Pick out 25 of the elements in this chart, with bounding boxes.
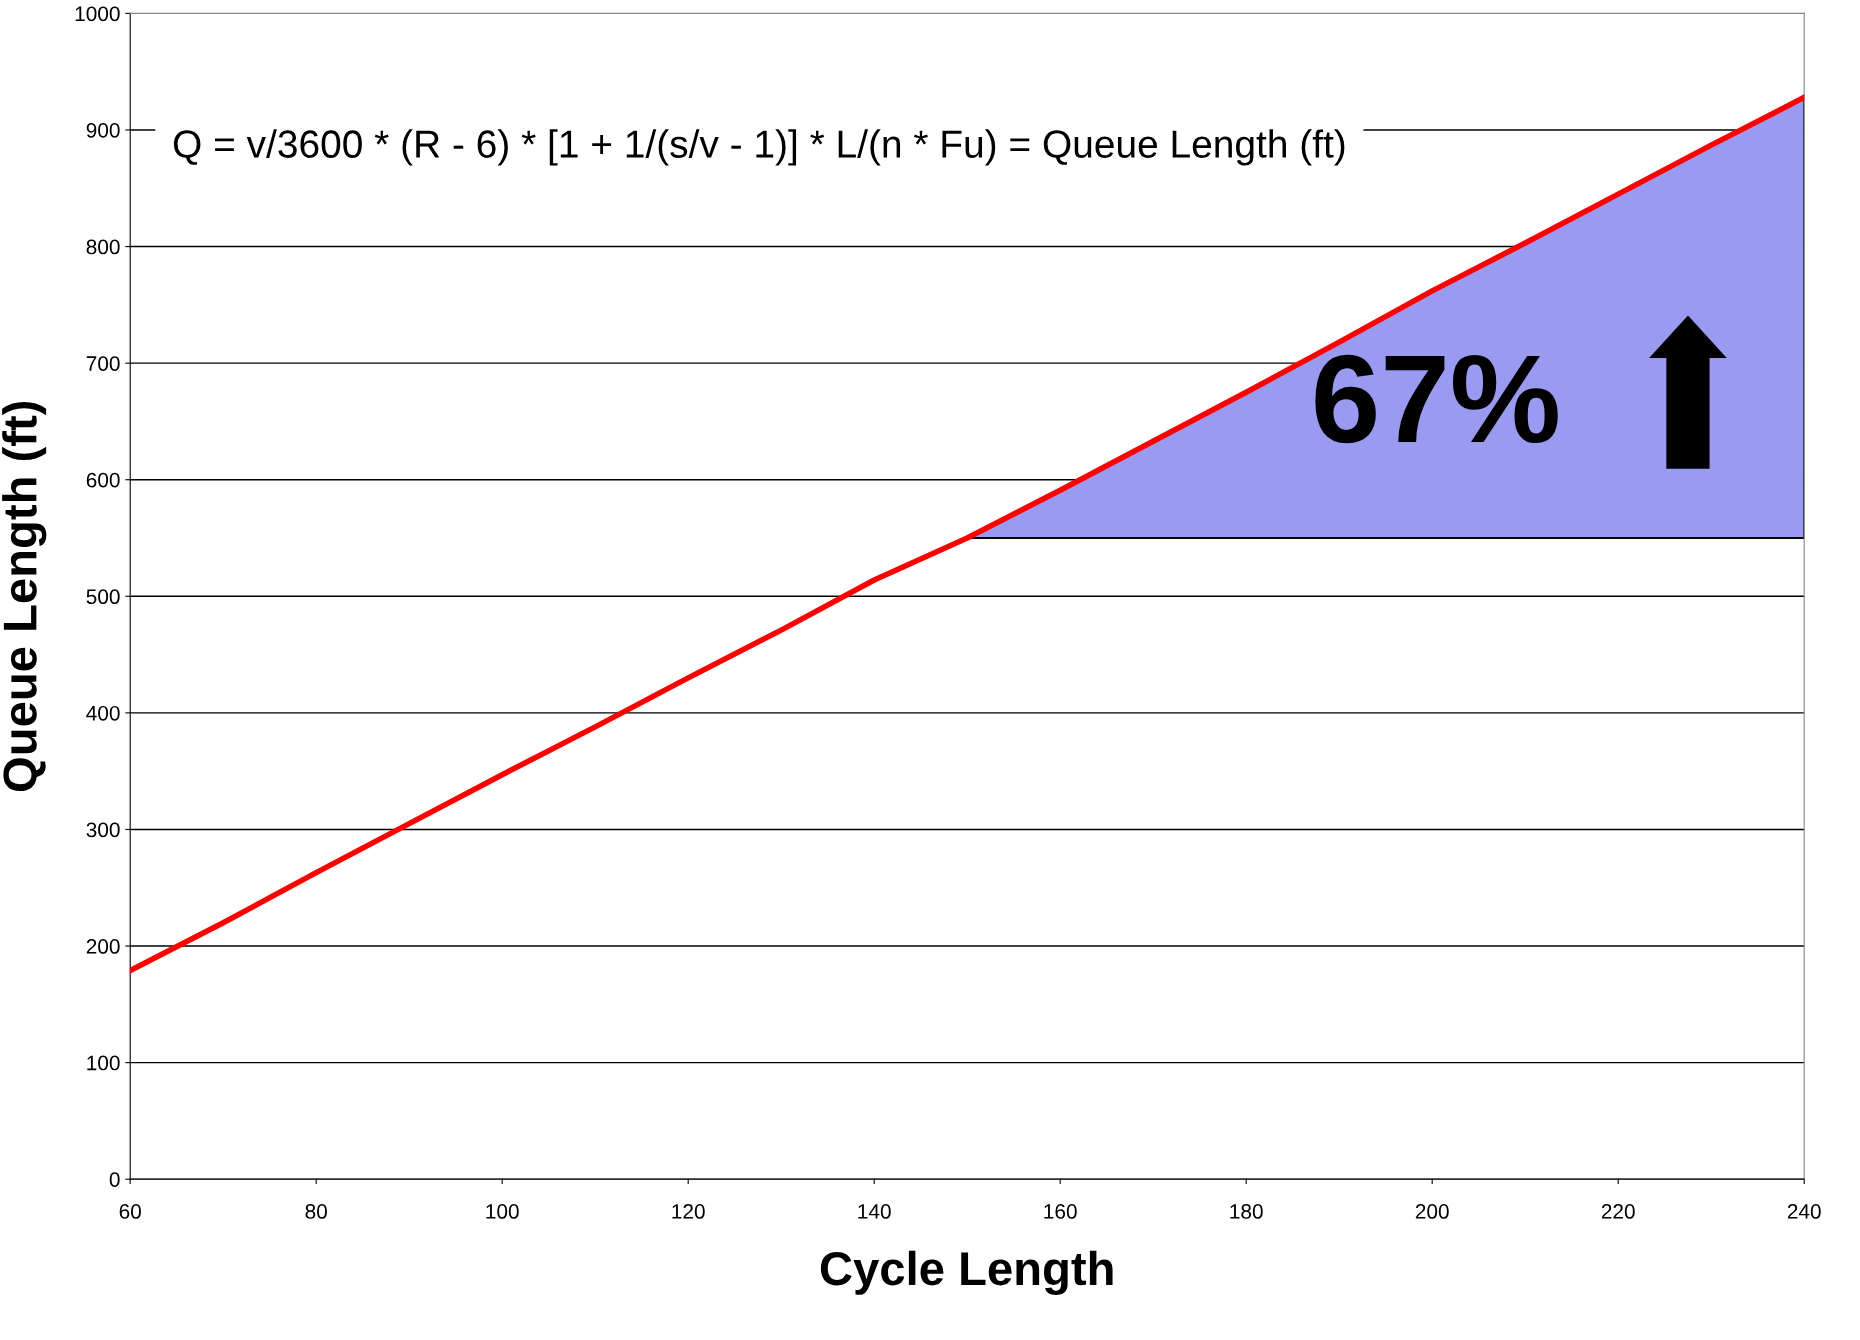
y-tick-label: 400 bbox=[86, 705, 120, 721]
y-axis-title: Queue Length (ft) bbox=[2, 401, 47, 792]
x-tick-label: 200 bbox=[1415, 1204, 1449, 1219]
y-tick-label: 1000 bbox=[75, 6, 120, 22]
x-tick-label: 240 bbox=[1787, 1204, 1821, 1219]
x-tick-label: 220 bbox=[1601, 1204, 1635, 1219]
y-tick-label: 200 bbox=[86, 939, 120, 954]
y-tick-label: 0 bbox=[109, 1172, 120, 1187]
x-axis-title: Cycle Length bbox=[820, 1250, 1113, 1295]
y-tick-label: 100 bbox=[87, 1055, 120, 1071]
x-tick-label: 140 bbox=[858, 1204, 891, 1219]
annotation: Q = v/3600 * (R - 6) * [1 + 1/(s/v - 1)] * L/(n * Fu) = Queue Length (ft) bbox=[173, 129, 1345, 166]
x-tick-label: 160 bbox=[1044, 1204, 1077, 1219]
y-tick-label: 600 bbox=[86, 472, 120, 488]
y-tick-label: 700 bbox=[86, 356, 120, 371]
annotation: 67% bbox=[1315, 354, 1558, 444]
y-tick-label: 500 bbox=[86, 589, 120, 605]
x-tick-label: 180 bbox=[1230, 1204, 1263, 1219]
y-tick-label: 300 bbox=[86, 822, 120, 838]
y-tick-label: 900 bbox=[86, 122, 120, 138]
x-tick-label: 120 bbox=[672, 1204, 705, 1219]
x-tick-label: 80 bbox=[305, 1204, 327, 1219]
x-tick-label: 60 bbox=[119, 1204, 141, 1219]
x-tick-label: 100 bbox=[486, 1204, 519, 1219]
y-tick-label: 800 bbox=[86, 239, 120, 255]
